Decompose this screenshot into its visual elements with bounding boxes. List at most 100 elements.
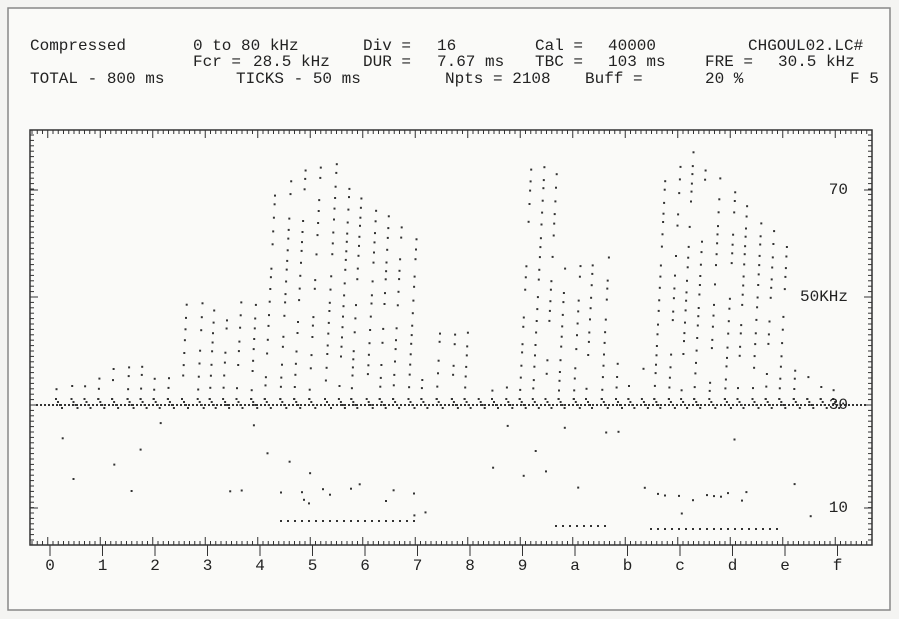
dot [724,404,726,406]
dot [392,520,394,522]
dot [669,366,672,369]
dot [776,404,778,406]
dot [160,404,162,406]
dot [294,373,297,376]
dot [555,525,557,527]
dot [522,325,525,328]
dot [823,404,826,406]
dot [309,472,312,475]
dot [343,294,346,297]
dot [250,398,253,400]
dot [706,528,708,530]
dot [728,297,731,300]
dot [364,520,366,522]
dot [297,321,299,323]
dot [322,488,324,491]
dot [576,404,579,406]
dot [348,187,351,190]
dot [712,314,715,317]
dot [385,500,387,502]
dot [285,407,288,409]
dot [745,491,748,494]
dot [208,398,211,400]
dot [654,372,657,375]
x-axis-label: 9 [518,557,528,575]
dot [659,407,662,409]
dot [435,398,438,400]
dot [266,352,269,355]
dot [387,215,390,218]
dot [671,528,673,530]
dot [699,407,702,409]
x-axis-label: 5 [308,557,318,575]
dot [500,404,502,406]
dot [252,404,254,406]
dot [98,377,101,380]
dot [746,205,749,208]
dot [779,377,782,380]
dot [757,407,760,409]
dot [294,520,296,522]
dot [537,407,540,409]
dot [693,398,696,400]
dot [784,275,787,278]
dot [692,151,695,154]
dot [359,206,362,209]
dot [700,404,702,406]
dot [690,200,692,203]
dot [136,404,138,406]
dot [576,525,578,527]
dot [386,248,389,251]
dot [220,404,222,406]
dot [685,299,688,302]
dot [309,367,312,370]
dot [591,272,594,275]
dot [112,379,114,382]
dot [772,243,775,245]
dot [204,404,206,406]
dot [293,398,296,400]
dot [369,329,372,331]
dot [759,235,762,238]
dot [606,287,609,290]
dot [72,401,75,403]
dot [661,233,664,236]
dot [296,332,299,334]
dot [767,333,770,336]
dot [404,404,406,406]
frame [7,7,891,611]
dot [385,520,387,522]
dot [345,250,348,253]
dot [714,283,716,286]
dot [741,499,743,502]
dot [272,404,274,406]
dot [653,384,656,387]
dot [211,341,214,344]
header-field: Buff = [585,70,643,88]
dot [724,387,727,390]
dot [657,492,659,495]
dot [411,324,414,327]
dot [228,407,231,409]
dot [752,387,754,390]
dot [520,404,522,406]
dot [807,376,810,379]
dot [394,348,397,351]
dot [452,373,455,376]
dot [438,340,441,343]
dot [477,398,480,400]
dot [562,525,564,527]
dot [72,478,75,480]
dot [668,404,670,406]
dot [577,310,580,313]
dot [453,343,456,346]
dot [379,385,382,388]
dot [660,404,662,406]
dot [316,404,318,406]
dot [734,191,737,194]
dot [764,398,767,400]
dot [441,407,444,409]
dot [347,208,350,211]
dot [558,379,561,382]
dot [273,203,276,206]
